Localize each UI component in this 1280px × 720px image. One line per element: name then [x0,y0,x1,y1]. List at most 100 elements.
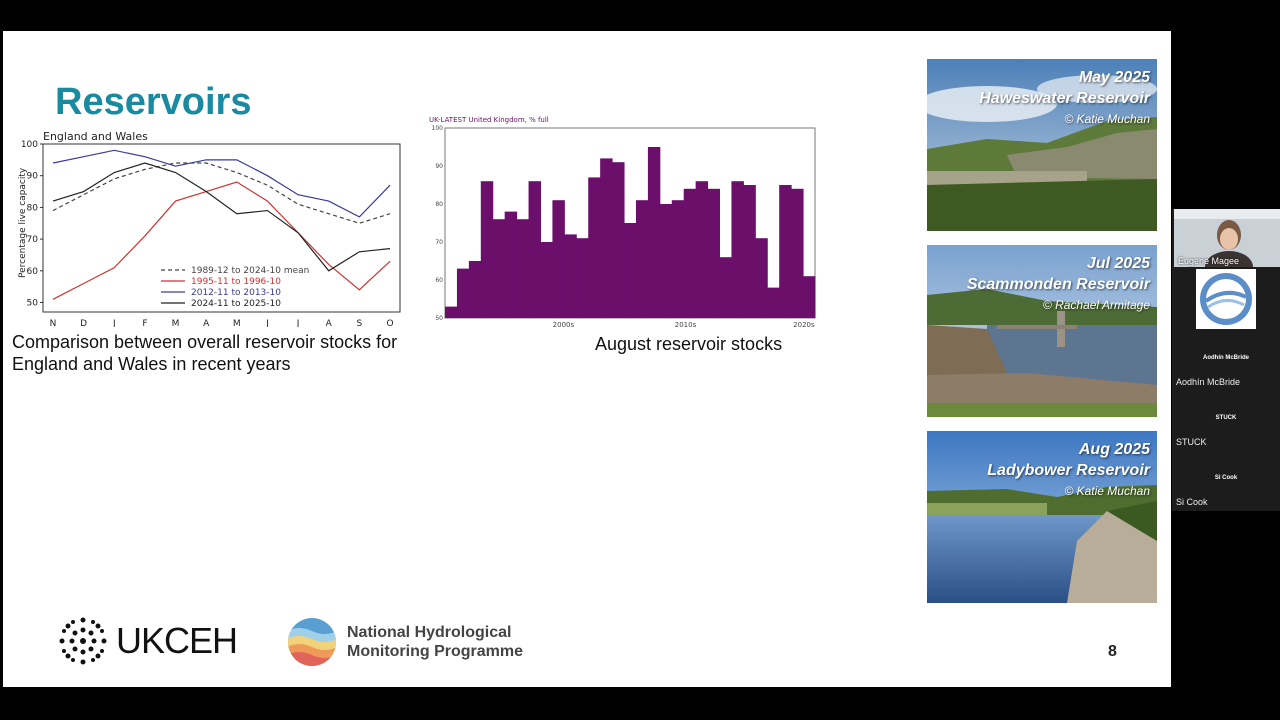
series-line [52,162,391,224]
nhmp-waves-icon [288,618,336,666]
participant-name: Si Cook [1176,497,1208,507]
reservoir-comparison-chart: England and Wales Percentage live capacit… [13,127,403,332]
participant-tile-name: STUCK [1215,415,1237,421]
bar [576,238,589,318]
bar [635,200,649,318]
x-tick-label: 2000s [553,321,575,329]
ukceh-dots-icon [59,617,107,665]
series-line [52,162,391,272]
x-tick-label: D [80,319,87,327]
slide-title: Reservoirs [55,81,252,123]
bar [779,185,792,318]
avatar-logo-icon [1200,273,1252,325]
bar [791,188,804,318]
y-tick-label: 60 [27,267,39,277]
photo-haweswater: May 2025 Haweswater Reservoir © Katie Mu… [927,59,1157,231]
ukceh-logo: UKCEH [58,616,238,666]
legend-label: 1995-11 to 1996-10 [191,277,281,287]
x-tick-label: N [50,319,57,327]
y-tick-label: 90 [435,163,443,170]
photo-ladybower: Aug 2025 Ladybower Reservoir © Katie Muc… [927,431,1157,603]
bar [588,177,601,318]
bar [671,200,685,318]
x-tick-label: J [296,319,300,327]
bar [743,185,756,318]
x-tick-label: S [357,319,363,327]
y-tick-label: 70 [435,239,443,246]
caption-comparison: Comparison between overall reservoir sto… [12,332,398,374]
bar [528,181,541,318]
legend-label: 2012-11 to 2013-10 [191,288,281,298]
photo-name: Scammonden Reservoir [966,276,1150,293]
x-tick-label: 2010s [675,321,697,329]
y-tick-label: 80 [435,201,443,208]
x-tick-label: F [142,319,147,327]
legend-label: 1989-12 to 2024-10 mean [191,266,309,276]
ladybower-image [927,431,1157,603]
bar [516,219,530,318]
x-tick-label: M [172,319,180,327]
participants-panel: Eugene Magee Aodhín McBride Aodhín McBri… [1172,209,1280,511]
bar [767,287,780,318]
bar [468,261,482,318]
haweswater-image [927,59,1157,231]
x-tick-label: A [203,319,210,327]
chart-title: UK-LATEST United Kingdom, % full [429,116,549,124]
august-stocks-chart: UK-LATEST United Kingdom, % full 50 60 70 80… [421,114,821,334]
photo-credit: © Rachael Armitage [1042,298,1150,312]
x-tick-label: J [112,319,116,327]
participant-name: STUCK [1176,437,1207,447]
photo-name: Ladybower Reservoir [987,462,1150,479]
x-tick-label: 2020s [793,321,815,329]
bar [695,181,709,318]
y-tick-label: 90 [27,172,39,182]
y-tick-label: 70 [27,235,39,245]
participant-name: Eugene Magee [1178,256,1240,266]
series-line [52,181,391,300]
participant-tile-name: Si Cook [1214,475,1238,481]
bar [624,223,637,318]
chart-title: England and Wales [43,130,148,143]
line-chart-svg: England and Wales Percentage live capacit… [18,130,401,329]
y-tick-label: 60 [435,277,443,284]
nhmp-line2: Monitoring Programme [347,643,524,660]
bar [803,276,816,318]
scammonden-image [927,245,1157,417]
caption-august: August reservoir stocks [595,334,783,354]
participant-video-eugene[interactable]: Eugene Magee [1174,209,1280,267]
person-avatar-icon [1174,209,1280,267]
legend-label: 2024-11 to 2025-10 [191,299,281,309]
bar [504,211,518,318]
y-tick-label: 50 [27,298,39,308]
bar [552,200,565,318]
bar [731,181,744,318]
bar [647,147,661,318]
x-tick-label: J [265,319,269,327]
bar [540,242,553,318]
participant-avatar-aodhin [1196,269,1256,329]
participant-tile-name: Aodhín McBride [1203,355,1249,361]
photo-date: Aug 2025 [1078,441,1150,458]
y-tick-label: 100 [432,125,444,132]
nhmp-wordmark: National Hydrological Monitoring Program… [347,623,523,661]
slide: Reservoirs England and Wales Percentage l… [3,31,1171,687]
y-tick-label: 100 [21,140,38,150]
bar [564,234,577,318]
photo-name: Haweswater Reservoir [979,90,1150,107]
bar [659,204,673,318]
slide-number: 8 [1108,643,1117,660]
bar [683,188,697,318]
x-tick-label: O [386,319,393,327]
photo-credit: © Katie Muchan [1064,484,1150,498]
bar [719,257,732,318]
nhmp-logo: National Hydrological Monitoring Program… [287,617,523,667]
photo-date: May 2025 [1078,69,1150,86]
bar [456,268,470,318]
ukceh-wordmark: UKCEH [116,620,238,661]
bar [492,219,506,318]
x-tick-label: M [233,319,241,327]
bar [600,158,613,318]
bar [445,306,458,318]
nhmp-line1: National Hydrological [347,624,512,641]
photo-date: Jul 2025 [1086,255,1150,272]
